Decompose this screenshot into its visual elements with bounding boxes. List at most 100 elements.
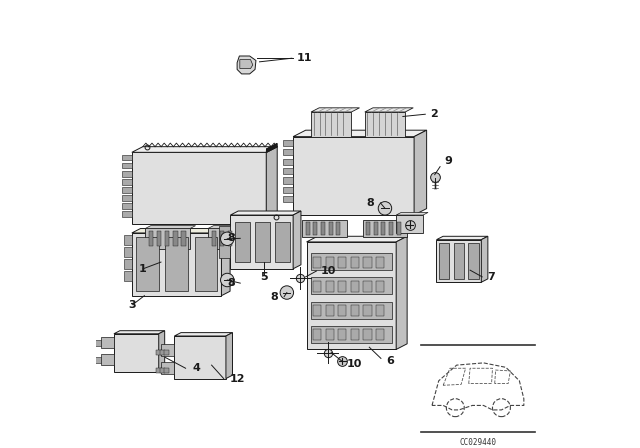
Polygon shape xyxy=(124,271,132,281)
Polygon shape xyxy=(293,137,414,215)
Polygon shape xyxy=(314,281,321,292)
Polygon shape xyxy=(160,350,165,355)
Polygon shape xyxy=(365,112,405,137)
Polygon shape xyxy=(122,203,132,209)
Circle shape xyxy=(221,273,234,287)
Polygon shape xyxy=(173,231,177,246)
Polygon shape xyxy=(165,231,170,246)
Polygon shape xyxy=(160,368,165,373)
Polygon shape xyxy=(145,228,190,249)
Polygon shape xyxy=(396,215,423,233)
Polygon shape xyxy=(364,305,371,316)
Polygon shape xyxy=(208,228,253,249)
Polygon shape xyxy=(124,247,132,257)
Circle shape xyxy=(378,202,392,215)
Polygon shape xyxy=(376,281,384,292)
Polygon shape xyxy=(339,329,346,340)
Polygon shape xyxy=(293,130,427,137)
Text: 2: 2 xyxy=(430,109,438,119)
Polygon shape xyxy=(311,326,392,343)
Polygon shape xyxy=(235,222,250,262)
Polygon shape xyxy=(339,281,346,292)
Polygon shape xyxy=(132,233,221,296)
Polygon shape xyxy=(174,332,232,336)
Polygon shape xyxy=(114,334,159,372)
Polygon shape xyxy=(124,259,132,269)
Polygon shape xyxy=(284,177,293,184)
Polygon shape xyxy=(381,222,385,235)
Text: 8: 8 xyxy=(366,198,374,208)
Text: CC029440: CC029440 xyxy=(460,438,497,447)
Polygon shape xyxy=(95,357,101,363)
Polygon shape xyxy=(208,226,259,228)
Text: 9: 9 xyxy=(445,156,452,166)
Polygon shape xyxy=(311,302,392,319)
Text: 8: 8 xyxy=(227,278,235,288)
Text: 1: 1 xyxy=(138,264,147,274)
Polygon shape xyxy=(351,305,359,316)
Polygon shape xyxy=(266,146,277,224)
Polygon shape xyxy=(454,243,464,279)
Polygon shape xyxy=(396,236,407,349)
Polygon shape xyxy=(293,211,301,269)
Polygon shape xyxy=(275,222,290,262)
Polygon shape xyxy=(255,222,270,262)
Polygon shape xyxy=(284,159,293,165)
Polygon shape xyxy=(212,231,216,246)
Polygon shape xyxy=(302,220,347,237)
Polygon shape xyxy=(221,228,230,296)
Polygon shape xyxy=(230,211,301,215)
Polygon shape xyxy=(284,187,293,193)
Polygon shape xyxy=(396,212,428,215)
Polygon shape xyxy=(364,281,371,292)
Polygon shape xyxy=(336,222,340,235)
Polygon shape xyxy=(181,231,186,246)
Polygon shape xyxy=(122,171,132,177)
Polygon shape xyxy=(122,195,132,201)
Polygon shape xyxy=(236,231,240,246)
Polygon shape xyxy=(136,237,159,291)
Polygon shape xyxy=(122,187,132,193)
Polygon shape xyxy=(326,281,334,292)
Text: 8: 8 xyxy=(227,233,235,243)
Polygon shape xyxy=(132,146,277,152)
Polygon shape xyxy=(439,243,449,279)
Text: 10: 10 xyxy=(347,359,362,369)
Polygon shape xyxy=(226,332,232,379)
Text: 10: 10 xyxy=(321,266,336,276)
Polygon shape xyxy=(364,257,371,268)
Polygon shape xyxy=(149,231,154,246)
Polygon shape xyxy=(95,340,101,346)
Polygon shape xyxy=(161,362,174,374)
Text: 4: 4 xyxy=(192,363,200,373)
Polygon shape xyxy=(314,222,317,235)
Polygon shape xyxy=(284,196,293,202)
Polygon shape xyxy=(328,222,333,235)
Text: 12: 12 xyxy=(230,374,245,383)
Polygon shape xyxy=(314,329,321,340)
Polygon shape xyxy=(228,231,232,246)
Polygon shape xyxy=(414,130,427,215)
Text: 7: 7 xyxy=(487,272,495,282)
Circle shape xyxy=(221,232,234,246)
Polygon shape xyxy=(397,222,401,235)
Polygon shape xyxy=(237,56,256,74)
Polygon shape xyxy=(326,329,334,340)
Text: 6: 6 xyxy=(387,356,394,366)
Polygon shape xyxy=(374,222,378,235)
Polygon shape xyxy=(351,281,359,292)
Polygon shape xyxy=(436,236,488,240)
Polygon shape xyxy=(307,236,407,242)
Polygon shape xyxy=(311,108,360,112)
Polygon shape xyxy=(306,222,310,235)
Polygon shape xyxy=(145,226,196,228)
Polygon shape xyxy=(219,226,230,258)
Text: 11: 11 xyxy=(297,53,312,63)
Polygon shape xyxy=(351,329,359,340)
Polygon shape xyxy=(311,253,392,270)
Polygon shape xyxy=(101,354,114,365)
Polygon shape xyxy=(220,231,224,246)
Polygon shape xyxy=(362,220,407,237)
Polygon shape xyxy=(321,222,325,235)
Polygon shape xyxy=(161,344,174,356)
